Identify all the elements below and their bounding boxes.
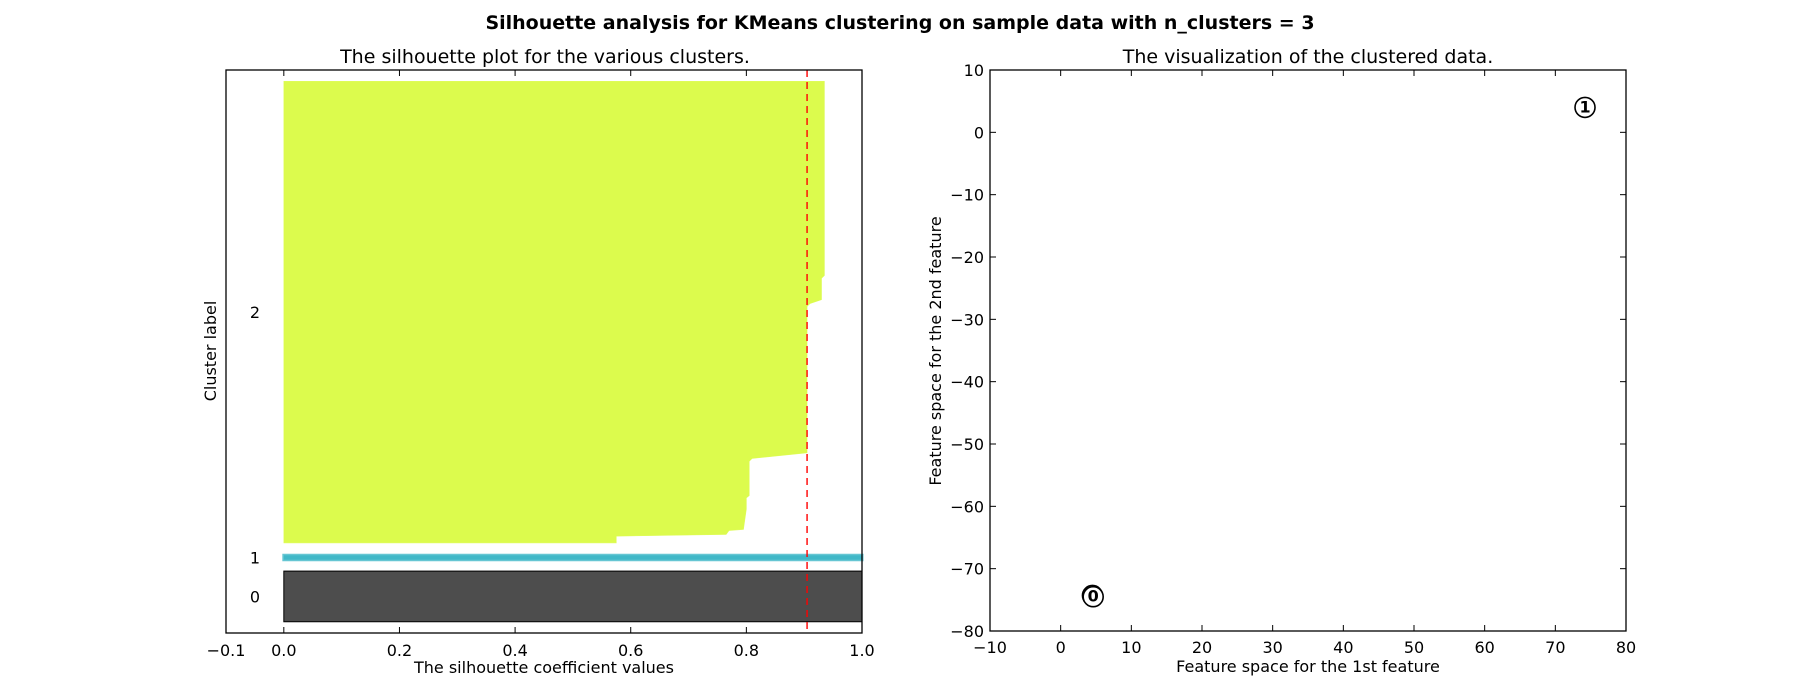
scatter-x-ticks: −10 0 10 20 30 40 50 60 70 80 [973, 70, 1636, 657]
scatter-x-tick-label: 40 [1333, 638, 1353, 657]
silhouette-x-axis-label: The silhouette coefficient values [413, 658, 674, 677]
scatter-x-tick-label: 0 [1056, 638, 1066, 657]
silhouette-cluster-1-fill [282, 553, 864, 562]
silhouette-cluster-label-1: 1 [250, 549, 260, 568]
figure-title: Silhouette analysis for KMeans clusterin… [485, 12, 1314, 34]
scatter-y-tick-label: −70 [950, 560, 984, 579]
silhouette-y-axis-label: Cluster label [201, 301, 220, 402]
scatter-plot-title: The visualization of the clustered data. [1122, 46, 1494, 68]
cluster-center-0-marker [1082, 585, 1104, 608]
scatter-x-tick-label: −10 [973, 638, 1007, 657]
cluster-center-1-marker [1574, 96, 1596, 119]
scatter-x-tick-label: 50 [1404, 638, 1424, 657]
scatter-x-tick-label: 30 [1262, 638, 1282, 657]
silhouette-x-ticks: −0.1 0.0 0.2 0.4 0.6 0.8 1.0 [207, 70, 875, 660]
scatter-y-tick-label: 0 [974, 123, 984, 142]
scatter-x-tick-label: 10 [1121, 638, 1141, 657]
scatter-y-tick-label: 10 [964, 61, 984, 80]
cluster-scatter-plot: The visualization of the clustered data.… [926, 46, 1636, 676]
scatter-y-tick-label: −50 [950, 435, 984, 454]
scatter-x-tick-label: 20 [1192, 638, 1212, 657]
scatter-y-axis-label: Feature space for the 2nd feature [926, 216, 945, 485]
scatter-y-tick-label: −80 [950, 622, 984, 641]
silhouette-cluster-label-0: 0 [250, 587, 260, 606]
cluster-center-1-label: 1 [1579, 97, 1590, 116]
cluster-centers: 120 [1081, 96, 1596, 608]
scatter-y-tick-label: −10 [950, 186, 984, 205]
silhouette-x-tick-label: 0.6 [618, 641, 643, 660]
scatter-x-axis-label: Feature space for the 1st feature [1176, 657, 1440, 676]
scatter-y-tick-label: −30 [950, 310, 984, 329]
silhouette-plot-frame [225, 69, 863, 634]
silhouette-x-tick-label: 0.4 [502, 641, 527, 660]
scatter-y-tick-label: −60 [950, 497, 984, 516]
silhouette-fills [282, 80, 864, 623]
silhouette-cluster-2-fill [283, 80, 825, 544]
silhouette-cluster-0-fill [283, 570, 863, 623]
cluster-center-0-label: 0 [1088, 587, 1099, 606]
scatter-y-ticks: 100−10−20−30−40−50−60−70−80 [950, 61, 1626, 641]
silhouette-x-tick-label: −0.1 [207, 641, 246, 660]
scatter-y-tick-label: −40 [950, 373, 984, 392]
silhouette-plot-title: The silhouette plot for the various clus… [339, 46, 750, 68]
scatter-x-tick-label: 70 [1545, 638, 1565, 657]
scatter-x-tick-label: 60 [1474, 638, 1494, 657]
silhouette-cluster-labels: 0 1 2 [250, 303, 260, 606]
silhouette-plot: The silhouette plot for the various clus… [201, 46, 875, 677]
silhouette-x-tick-label: 1.0 [849, 641, 874, 660]
silhouette-x-tick-label: 0.8 [734, 641, 759, 660]
silhouette-x-tick-label: 0.2 [387, 641, 412, 660]
silhouette-x-tick-label: 0.0 [271, 641, 296, 660]
silhouette-cluster-label-2: 2 [250, 303, 260, 322]
scatter-x-tick-label: 80 [1616, 638, 1636, 657]
scatter-y-tick-label: −20 [950, 248, 984, 267]
scatter-plot-frame [989, 69, 1627, 632]
